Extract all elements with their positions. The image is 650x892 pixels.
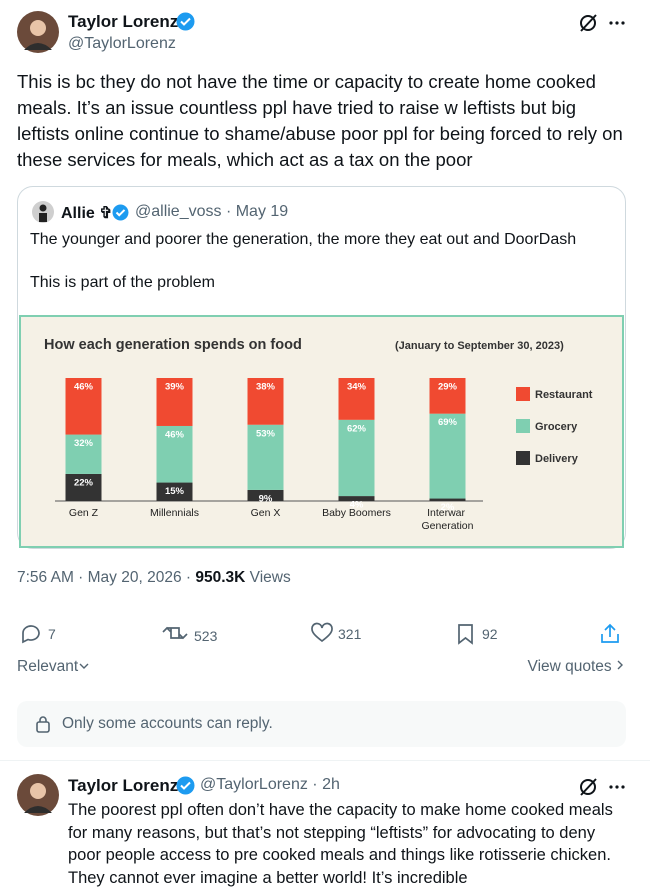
chevron bbox=[617, 660, 623, 670]
verified-badge bbox=[176, 776, 195, 795]
bar-segment bbox=[156, 425, 193, 483]
repost-icon[interactable] bbox=[162, 626, 188, 640]
handle[interactable]: @TaylorLorenz bbox=[68, 35, 176, 52]
category-label: Interwar Generation bbox=[422, 507, 474, 532]
like-icon[interactable] bbox=[311, 622, 333, 643]
category-label: Gen Z bbox=[69, 507, 99, 519]
verified-badge bbox=[112, 204, 129, 221]
value-label: 62% bbox=[347, 423, 367, 434]
action-icons bbox=[22, 622, 619, 645]
quote-text: The younger and poorer the generation, t… bbox=[30, 231, 577, 248]
chart: How each generation spends on food (Janu… bbox=[19, 315, 624, 548]
reply-icons[interactable] bbox=[578, 776, 638, 798]
bookmark-icon[interactable] bbox=[458, 624, 473, 645]
chart-subtitle: (January to September 30, 2023) bbox=[395, 340, 564, 352]
bar-segment bbox=[65, 378, 102, 435]
bar-segment bbox=[429, 413, 466, 499]
quote-text: This is part of the problem bbox=[30, 274, 215, 291]
value-label: 22% bbox=[74, 477, 94, 488]
value-label: 38% bbox=[256, 382, 276, 393]
time: 7:56 AM · May 20, 2026 · bbox=[17, 569, 192, 586]
quote-meta: @allie_voss · May 19 bbox=[135, 203, 289, 220]
chart-title: How each generation spends on food bbox=[44, 337, 302, 353]
reply-notice: Only some accounts can reply. bbox=[62, 715, 273, 732]
legend-label: Delivery bbox=[535, 453, 579, 465]
lock-icon bbox=[36, 716, 50, 733]
value-label: 53% bbox=[256, 428, 276, 439]
view-quotes[interactable]: View quotes bbox=[528, 658, 624, 676]
category-label: Baby Boomers bbox=[322, 507, 391, 519]
legend-swatch bbox=[516, 419, 530, 433]
like-count[interactable]: 321 bbox=[338, 626, 362, 642]
sort-toggle[interactable]: Relevant bbox=[17, 658, 90, 676]
repost-count[interactable]: 523 bbox=[194, 628, 218, 644]
divider bbox=[0, 760, 650, 761]
value-label: 2% bbox=[441, 502, 455, 513]
bar-segment bbox=[247, 378, 284, 425]
share-icon[interactable] bbox=[601, 623, 619, 643]
bar-segment bbox=[338, 419, 375, 497]
bar-segment bbox=[156, 378, 193, 426]
value-label: 15% bbox=[165, 486, 185, 497]
bar-segment bbox=[65, 434, 102, 474]
chevron bbox=[79, 663, 89, 669]
bar-segment bbox=[338, 378, 375, 420]
reply-meta: @TaylorLorenz · 2h bbox=[200, 776, 340, 793]
bookmark-count[interactable]: 92 bbox=[482, 626, 498, 642]
value-label: 29% bbox=[438, 382, 458, 393]
bar-segment bbox=[338, 496, 375, 501]
legend-swatch bbox=[516, 451, 530, 465]
value-label: 9% bbox=[259, 493, 273, 504]
reply-count[interactable]: 7 bbox=[48, 626, 56, 642]
reply-text: The poorest ppl often don’t have the cap… bbox=[68, 801, 613, 887]
avatar[interactable] bbox=[16, 773, 60, 817]
quote-card[interactable] bbox=[17, 186, 626, 549]
sort-label: Relevant bbox=[17, 658, 79, 675]
quote-author[interactable]: Allie ✞ bbox=[61, 205, 113, 222]
author-name[interactable]: Taylor Lorenz bbox=[68, 12, 179, 31]
bar-segment bbox=[429, 378, 466, 414]
category-label: Gen X bbox=[251, 507, 281, 519]
category-label: Millennials bbox=[150, 507, 199, 519]
reply-restriction bbox=[17, 701, 626, 747]
verified-badge bbox=[176, 12, 195, 31]
avatar[interactable] bbox=[16, 10, 60, 54]
value-label: 34% bbox=[347, 382, 367, 393]
bar-segment bbox=[247, 424, 284, 490]
views: 950.3K bbox=[195, 569, 246, 586]
bar-segment bbox=[65, 473, 102, 501]
value-label: 32% bbox=[74, 438, 94, 449]
reply-icon[interactable] bbox=[22, 625, 40, 644]
bar-segment bbox=[156, 482, 193, 501]
legend-label: Grocery bbox=[535, 421, 578, 433]
reply-author[interactable]: Taylor Lorenz bbox=[68, 776, 179, 795]
legend-swatch bbox=[516, 387, 530, 401]
value-label: 39% bbox=[165, 382, 185, 393]
view-quotes-label: View quotes bbox=[527, 658, 612, 675]
value-label: 4% bbox=[350, 500, 364, 511]
bar-segment bbox=[429, 498, 466, 501]
timestamp: 7:56 AM · May 20, 2026 · 950.3K Views bbox=[17, 569, 291, 587]
views-label: Views bbox=[249, 569, 291, 586]
value-label: 46% bbox=[74, 382, 94, 393]
bar-segment bbox=[247, 489, 284, 501]
top-icons[interactable] bbox=[578, 12, 638, 34]
quote-avatar bbox=[32, 201, 54, 223]
tweet-text: This is bc they do not have the time or … bbox=[17, 71, 623, 170]
value-label: 69% bbox=[438, 417, 458, 428]
value-label: 46% bbox=[165, 429, 185, 440]
legend-label: Restaurant bbox=[535, 389, 593, 401]
